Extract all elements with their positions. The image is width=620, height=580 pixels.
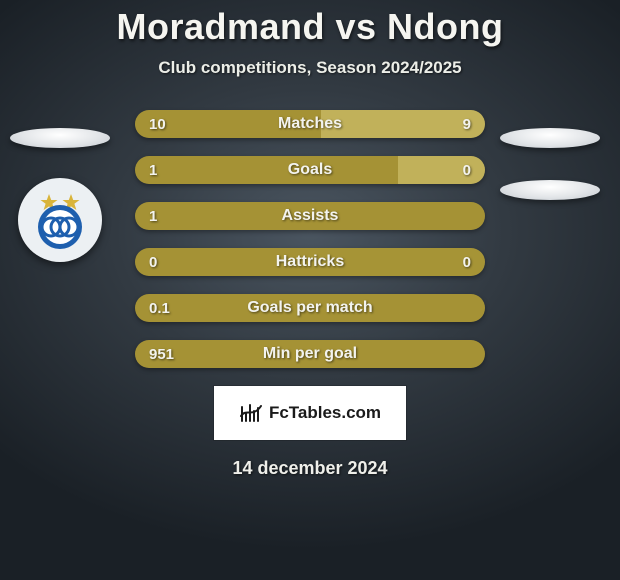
stats-bars: Matches109 Goals10 Assists1 Hattricks00 Goal…	[135, 110, 485, 368]
brand-panel[interactable]: FcTables.com	[214, 386, 406, 440]
stat-bar-left	[135, 110, 321, 138]
stat-row: Goals10	[135, 156, 485, 184]
date-text: 14 december 2024	[232, 458, 387, 479]
stat-bar-left	[135, 202, 485, 230]
brand-logo-icon	[239, 401, 263, 425]
stat-row: Goals per match0.1	[135, 294, 485, 322]
page-subtitle: Club competitions, Season 2024/2025	[158, 58, 461, 78]
stat-bar-right	[398, 156, 486, 184]
club-crest	[18, 178, 102, 262]
stat-bar-right	[310, 248, 485, 276]
player1-badge-1	[10, 128, 110, 148]
player2-badge-1	[500, 128, 600, 148]
stat-bar-left	[135, 340, 485, 368]
stat-bar-left	[135, 156, 398, 184]
stat-row: Assists1	[135, 202, 485, 230]
player2-badge-2	[500, 180, 600, 200]
stat-row: Matches109	[135, 110, 485, 138]
page-title: Moradmand vs Ndong	[116, 6, 503, 48]
club-crest-icon	[27, 187, 93, 253]
stat-bar-right	[321, 110, 486, 138]
brand-text: FcTables.com	[269, 403, 381, 423]
stat-row: Min per goal951	[135, 340, 485, 368]
stat-row: Hattricks00	[135, 248, 485, 276]
stat-bar-left	[135, 248, 310, 276]
stat-bar-left	[135, 294, 485, 322]
